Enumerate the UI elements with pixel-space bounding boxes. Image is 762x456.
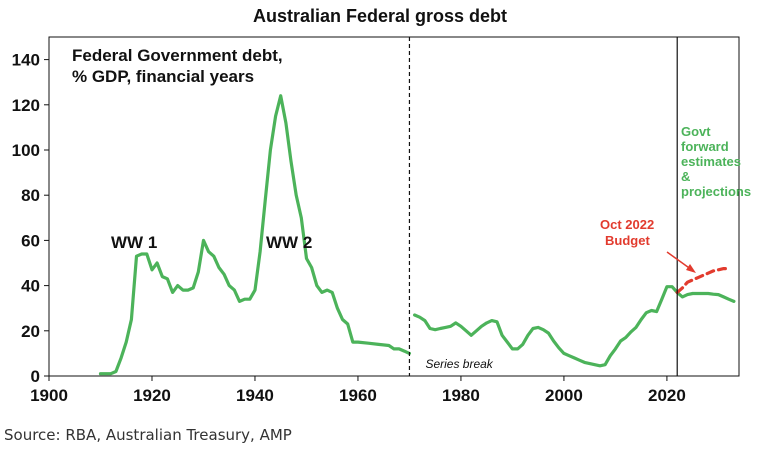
ww2-annotation: WW 2 xyxy=(266,233,312,252)
y-tick-label: 0 xyxy=(31,367,40,386)
forward-annotation-line: & xyxy=(681,169,690,184)
y-tick-label: 20 xyxy=(21,322,40,341)
y-tick-label: 60 xyxy=(21,231,40,250)
axis-ticks: 0 20 40 60 80 100 120 140 1900 1920 1940 1960 1980 20… xyxy=(12,51,686,405)
x-tick-label: 1920 xyxy=(133,386,171,405)
x-tick-label: 1960 xyxy=(339,386,377,405)
plot-frame xyxy=(48,36,740,377)
x-tick-label: 1940 xyxy=(236,386,274,405)
budget-annotation-line1: Oct 2022 xyxy=(600,217,654,232)
ww1-annotation: WW 1 xyxy=(111,233,157,252)
forward-annotation-line: Govt xyxy=(681,124,711,139)
series-lines xyxy=(98,94,736,376)
debt-line-chart: Australian Federal gross debt Federal Go… xyxy=(12,6,751,405)
budget-annotation-line2: Budget xyxy=(605,233,650,248)
y-tick-label: 40 xyxy=(21,277,40,296)
forward-annotation-line: projections xyxy=(681,184,751,199)
forward-annotation-line: estimates xyxy=(681,154,741,169)
series-break-label: Series break xyxy=(425,357,493,371)
budget-pointer-arrowhead xyxy=(686,264,696,273)
x-tick-label: 1980 xyxy=(442,386,480,405)
inner-title-line2: % GDP, financial years xyxy=(72,67,254,86)
y-tick-label: 100 xyxy=(12,141,40,160)
x-tick-label: 2020 xyxy=(648,386,686,405)
x-tick-label: 1900 xyxy=(30,386,68,405)
debt-series-line xyxy=(413,285,736,368)
budget-series-line xyxy=(675,267,731,294)
debt-series-line xyxy=(98,94,411,376)
chart-title: Australian Federal gross debt xyxy=(253,6,507,26)
budget-pointer-arrow-line xyxy=(666,251,693,271)
y-tick-label: 120 xyxy=(12,96,40,115)
y-tick-label: 140 xyxy=(12,51,40,70)
source-note: Source: RBA, Australian Treasury, AMP xyxy=(4,426,292,444)
y-tick-label: 80 xyxy=(21,186,40,205)
forward-estimates-annotation: Govt forward estimates & projections xyxy=(681,124,751,199)
inner-title-line1: Federal Government debt, xyxy=(72,46,283,65)
x-tick-label: 2000 xyxy=(545,386,583,405)
forward-annotation-line: forward xyxy=(681,139,729,154)
